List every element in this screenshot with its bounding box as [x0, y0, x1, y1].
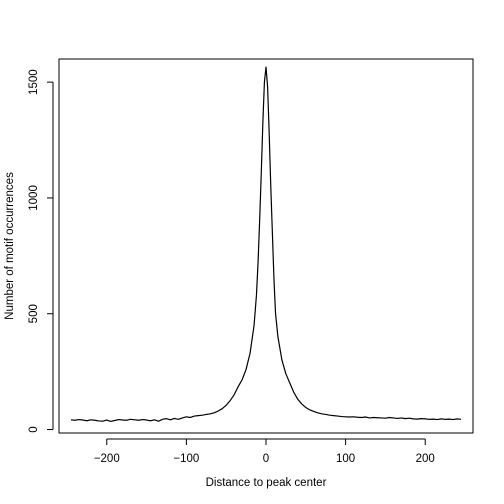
- x-axis: −200 −100 0 100 200: [94, 438, 435, 465]
- y-tick-label: 1000: [28, 185, 40, 211]
- x-tick-label: −200: [94, 453, 120, 465]
- x-tick-label: −100: [173, 453, 199, 465]
- y-tick-label: 0: [28, 426, 40, 432]
- x-tick-label: 100: [336, 453, 355, 465]
- y-tick-label: 500: [28, 304, 40, 323]
- x-tick-label: 0: [263, 453, 269, 465]
- plot-frame: [58, 58, 474, 434]
- y-axis: 0 500 1000 1500: [28, 69, 54, 433]
- series-line: [70, 66, 462, 423]
- y-axis-label: Number of motif occurrences: [4, 172, 16, 320]
- x-axis-label: Distance to peak center: [206, 477, 327, 489]
- y-tick-label: 1500: [28, 69, 40, 95]
- x-tick-label: 200: [416, 453, 435, 465]
